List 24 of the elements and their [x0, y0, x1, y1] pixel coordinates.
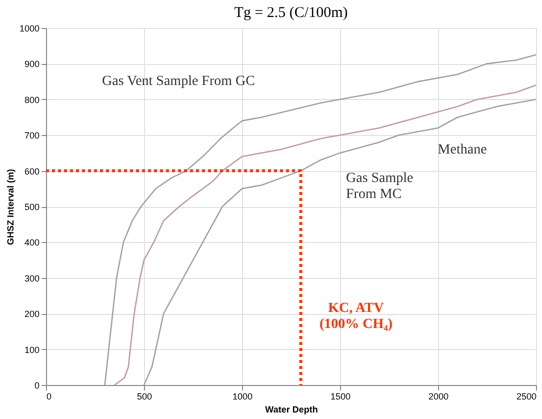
- y-axis-title: GHSZ Interval (m): [5, 168, 16, 246]
- y-tick-label: 300: [24, 273, 40, 284]
- y-tick-label: 1000: [19, 24, 40, 34]
- annotation: Methane: [438, 142, 487, 158]
- y-tick-label: 700: [24, 130, 40, 141]
- y-tick-label: 500: [24, 202, 40, 212]
- y-tick-label: 900: [24, 59, 40, 70]
- x-tick-label: 1000: [232, 392, 253, 402]
- x-tick-label: 500: [136, 392, 152, 402]
- y-tick-label: 0: [34, 380, 40, 390]
- annotation: Gas Vent Sample From GC: [102, 74, 255, 89]
- annotation: Gas Sample From MC: [346, 171, 414, 202]
- chart-title: Tg = 2.5 (C/100m): [234, 5, 348, 21]
- y-tick-label: 200: [24, 309, 40, 320]
- y-tick-label: 100: [24, 344, 40, 355]
- x-tick-label: 0: [46, 392, 52, 402]
- y-tick-label: 400: [24, 238, 40, 248]
- y-tick-label: 800: [24, 94, 40, 105]
- annotation: KC, ATV (100% CH₄): [319, 301, 393, 332]
- x-tick-label: 2000: [428, 392, 449, 402]
- x-axis-title: Water Depth: [265, 404, 318, 414]
- y-tick-label: 600: [24, 166, 40, 176]
- x-tick-label: 1500: [330, 392, 351, 402]
- x-tick-label: 2500: [516, 392, 536, 402]
